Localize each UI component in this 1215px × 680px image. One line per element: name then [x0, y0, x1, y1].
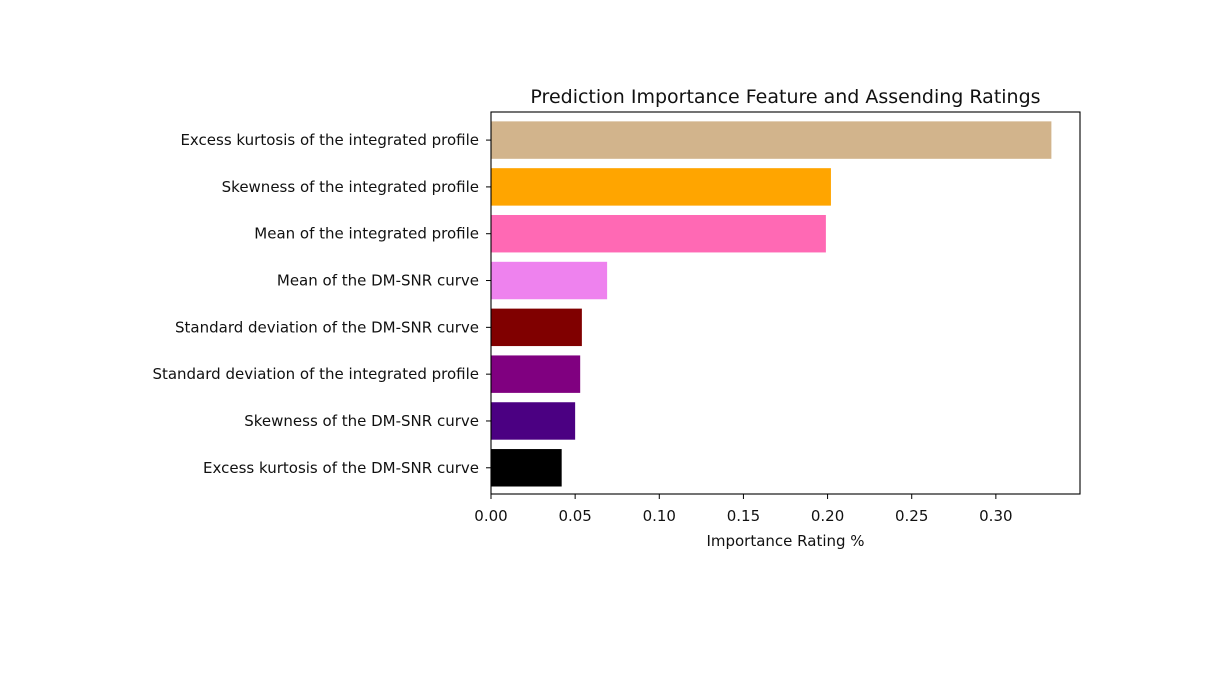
y-tick-label: Excess kurtosis of the DM-SNR curve	[203, 459, 479, 477]
x-tick-label: 0.00	[474, 507, 507, 525]
y-tick-label: Standard deviation of the integrated pro…	[152, 365, 479, 383]
x-tick-label: 0.30	[979, 507, 1012, 525]
bar-3	[491, 214, 826, 253]
x-tick-label: 0.10	[643, 507, 676, 525]
chart-title: Prediction Importance Feature and Assend…	[530, 86, 1040, 108]
x-tick-label: 0.25	[895, 507, 928, 525]
y-tick-label: Mean of the integrated profile	[254, 225, 479, 243]
y-axis: Excess kurtosis of the integrated profil…	[152, 131, 491, 477]
bar-4	[491, 261, 608, 300]
plot-frame	[490, 111, 1081, 495]
x-tick-label: 0.05	[558, 507, 591, 525]
x-tick-label: 0.20	[811, 507, 844, 525]
x-tick-label: 0.15	[727, 507, 760, 525]
y-tick-label: Skewness of the DM-SNR curve	[244, 412, 479, 430]
bar-7	[491, 402, 576, 440]
bar-2	[491, 168, 831, 206]
y-tick-label: Mean of the DM-SNR curve	[277, 272, 479, 290]
bars-layer	[491, 121, 1052, 487]
bar-1	[491, 121, 1052, 159]
y-tick-label: Standard deviation of the DM-SNR curve	[175, 318, 479, 336]
y-tick-label: Skewness of the integrated profile	[222, 178, 479, 196]
x-axis: 0.00 0.05 0.10 0.15 0.20 0.25 0.30	[474, 494, 1013, 525]
bar-5	[491, 308, 582, 347]
bar-8	[491, 449, 562, 487]
y-tick-label: Excess kurtosis of the integrated profil…	[180, 131, 479, 149]
x-axis-label: Importance Rating %	[706, 532, 864, 550]
bar-6	[491, 355, 581, 393]
